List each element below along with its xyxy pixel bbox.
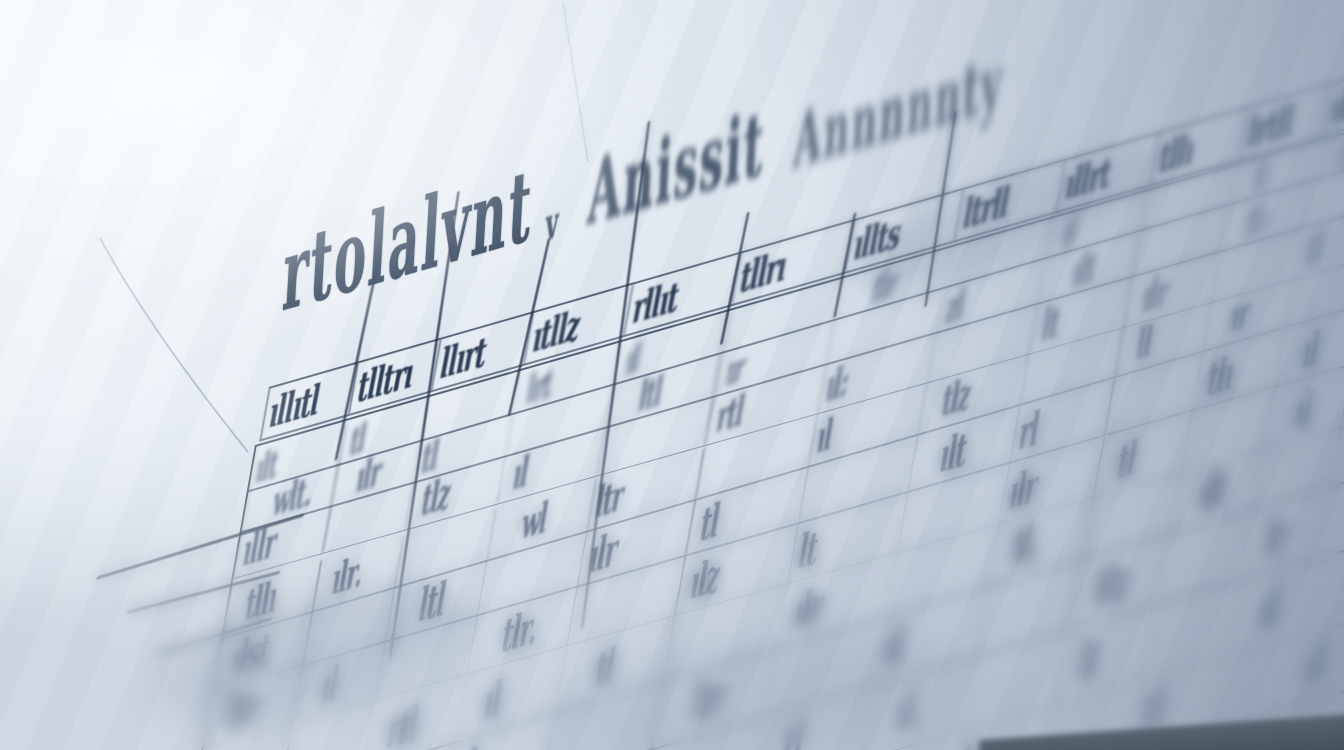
- cell-scribble: tl: [1115, 428, 1139, 490]
- cell-scribble: ıl: [1303, 628, 1327, 698]
- cell-scribble: tlı: [1205, 343, 1236, 407]
- cell-scribble: ll: [1134, 316, 1153, 371]
- cell-scribble: ılt: [937, 420, 969, 484]
- cell-scribble: lt: [796, 518, 820, 580]
- cell-scribble: ıl: [882, 616, 905, 679]
- cell-scribble: ıl:: [824, 357, 850, 413]
- cell-scribble: ıl: [1257, 577, 1281, 643]
- cell-scribble: ılt: [1196, 458, 1228, 523]
- cell-scribble: tlz: [1092, 551, 1130, 619]
- title-word: rtolalvnt: [279, 144, 537, 335]
- header-scribble: ltrll: [961, 176, 1011, 239]
- faint-vertical-line: [562, 1, 589, 163]
- cell-scribble: ır: [1229, 288, 1251, 344]
- cell-scribble: tl: [593, 637, 617, 699]
- cell-scribble: tlr.: [500, 598, 539, 664]
- header-scribble: tllı: [1157, 123, 1196, 183]
- cell-scribble: ılt: [1070, 242, 1097, 297]
- cell-scribble: rtl: [384, 695, 420, 750]
- cell-scribble: tl.: [1011, 513, 1042, 577]
- cell-scribble: ıl: [1293, 379, 1314, 440]
- header-scribble: ıllrt: [1063, 146, 1113, 210]
- cell-scribble: ıl: [1300, 319, 1321, 380]
- cell-scribble: tl: [1140, 675, 1167, 746]
- title-word: Anissit: [586, 93, 769, 246]
- cell-scribble: tl: [780, 711, 806, 750]
- cell-scribble: ıltl: [214, 744, 253, 750]
- cell-scribble: ıl: [319, 654, 341, 715]
- header-scribble: rllıt: [631, 271, 680, 334]
- cell-scribble: tl: [454, 738, 478, 750]
- header-scribble: lrtll: [1246, 94, 1295, 157]
- cell-scribble: ltr: [690, 667, 727, 734]
- cell-scribble: tl-: [1244, 191, 1272, 247]
- cell-scribble: tlz: [940, 369, 972, 428]
- cell-scribble: lt: [959, 729, 985, 750]
- cell-scribble: ıl: [511, 447, 530, 502]
- cell-scribble: ılr: [1007, 456, 1039, 521]
- cell-scribble: ıl: [815, 410, 834, 465]
- cell-scribble: lltr: [222, 675, 264, 742]
- title-word: Annnnnty: [791, 36, 1007, 185]
- header-scribble: tllrı: [738, 240, 788, 303]
- cell-scribble: rl: [1016, 399, 1041, 461]
- faint-curve-line: [99, 237, 249, 453]
- cell-scribble: zl: [944, 279, 966, 333]
- cell-scribble: lt: [1075, 628, 1101, 694]
- cell-scribble: lr: [1263, 505, 1290, 570]
- header-scribble: ıltl: [1328, 74, 1344, 134]
- cell-scribble: ılr: [791, 576, 825, 641]
- cell-scribble: rtl: [714, 386, 746, 444]
- cell-scribble: tl: [698, 491, 721, 552]
- header-scribble: llırt: [438, 326, 488, 389]
- paper-sheet: rtolalvnt v Anissit Annnnnty ıllıtl tlltrı ll…: [81, 0, 1344, 750]
- cell-scribble: ılz: [688, 546, 722, 611]
- cell-scribble: ıl.: [893, 677, 926, 745]
- cell-scribble: lt: [1040, 297, 1061, 352]
- cell-scribble: tlz: [419, 469, 452, 527]
- cell-scribble: ıl: [481, 670, 503, 732]
